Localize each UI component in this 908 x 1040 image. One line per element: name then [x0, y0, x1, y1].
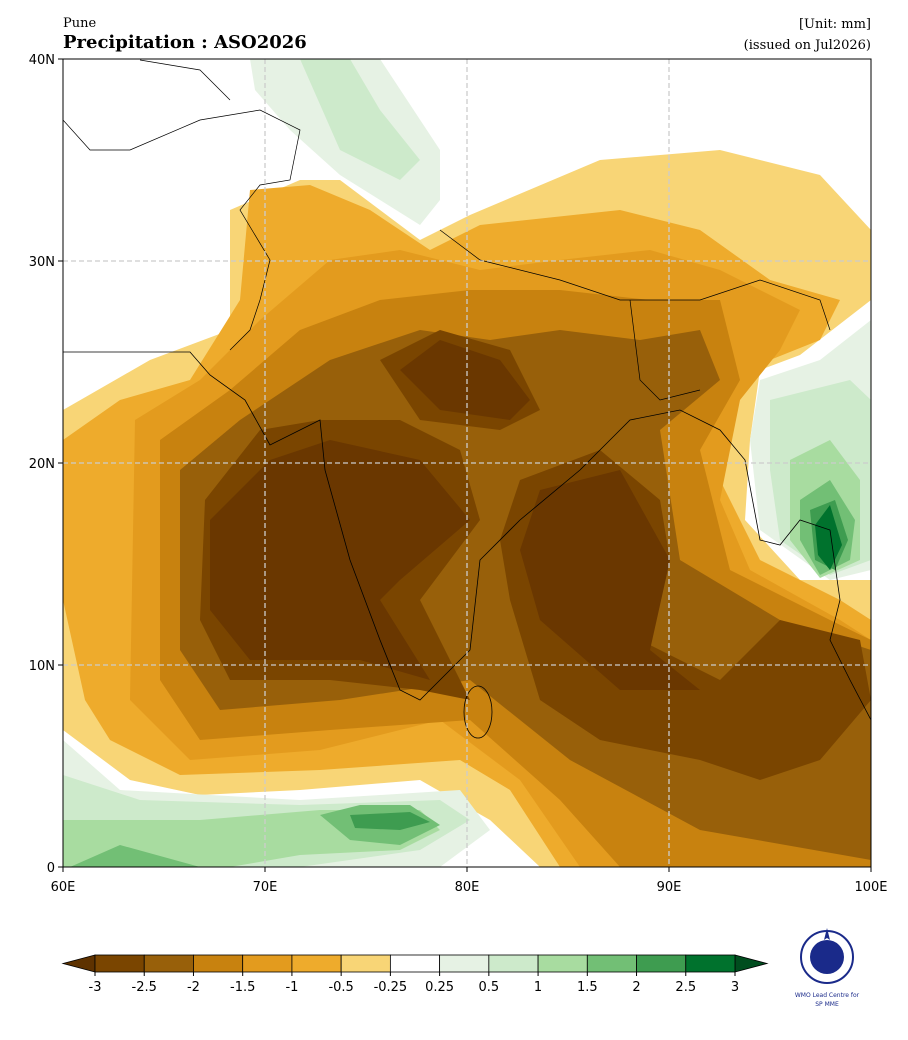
- title: Precipitation : ASO2026: [63, 32, 307, 53]
- issued: (issued on Jul2026): [744, 38, 871, 53]
- colorbar-box: [685, 954, 736, 973]
- colorbar-box: [488, 954, 539, 973]
- y-tick-label: 20N: [29, 457, 55, 472]
- colorbar-label: -2.5: [132, 980, 157, 995]
- colorbar-label: 2.5: [675, 980, 696, 995]
- colorbar-extend: [734, 954, 769, 973]
- colorbar-extend: [61, 954, 96, 973]
- y-tick-label: 40N: [29, 53, 55, 68]
- logo-text: SP MME: [815, 1001, 839, 1008]
- x-tick-label: 70E: [253, 880, 278, 895]
- colorbar-box: [242, 954, 293, 973]
- x-tick-label: 60E: [51, 880, 76, 895]
- colorbar-box: [193, 954, 244, 973]
- x-tick-label: 80E: [455, 880, 480, 895]
- colorbar-box: [636, 954, 687, 973]
- y-tick-label: 0: [47, 861, 55, 876]
- x-tick-label: 100E: [854, 880, 887, 895]
- colorbar-label: 0.25: [425, 980, 454, 995]
- y-tick-label: 10N: [29, 659, 55, 674]
- colorbar-label: -0.25: [374, 980, 408, 995]
- colorbar-label: -1.5: [230, 980, 255, 995]
- unit: [Unit: mm]: [799, 17, 871, 32]
- colorbar-label: 2: [632, 980, 640, 995]
- y-tick-label: 30N: [29, 255, 55, 270]
- colorbar-label: 1: [534, 980, 542, 995]
- logo-text: WMO Lead Centre for: [795, 992, 860, 999]
- colorbar-box: [389, 954, 441, 973]
- colorbar: -3 -2.5 -2 -1.5 -1 -0.5 -0.25 0.25 0.5 1 1.5 2 2.5 3: [61, 954, 769, 995]
- colorbar-box: [291, 954, 342, 973]
- colorbar-label: -1: [285, 980, 298, 995]
- colorbar-label: 0.5: [479, 980, 500, 995]
- x-tick-label: 90E: [657, 880, 682, 895]
- colorbar-label: -3: [89, 980, 102, 995]
- colorbar-label: 3: [731, 980, 739, 995]
- colorbar-label: -2: [187, 980, 200, 995]
- colorbar-box: [143, 954, 194, 973]
- colorbar-box: [537, 954, 588, 973]
- colorbar-box: [340, 954, 391, 973]
- map-frame: [62, 58, 872, 868]
- colorbar-box: [94, 954, 145, 973]
- colorbar-box: [439, 954, 490, 973]
- colorbar-box: [586, 954, 637, 973]
- location: Pune: [63, 16, 96, 31]
- colorbar-label: 1.5: [577, 980, 598, 995]
- axes: 60E 70E 80E 90E 100E 0 10N 20N 30N 40N: [29, 53, 888, 895]
- logo: WMO Lead Centre for SP MME: [795, 928, 860, 1008]
- colorbar-label: -0.5: [328, 980, 353, 995]
